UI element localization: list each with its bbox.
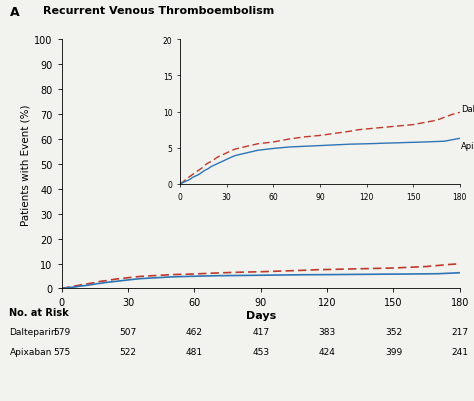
Text: 575: 575 (53, 347, 70, 356)
Text: 352: 352 (385, 327, 402, 336)
Text: 217: 217 (451, 327, 468, 336)
Text: No. at Risk: No. at Risk (9, 307, 69, 317)
Text: 462: 462 (186, 327, 203, 336)
Text: Dalteparin: Dalteparin (9, 327, 57, 336)
Text: 417: 417 (252, 327, 269, 336)
Text: Apixaban: Apixaban (461, 142, 474, 151)
Text: 579: 579 (53, 327, 70, 336)
Y-axis label: Patients with Event (%): Patients with Event (%) (20, 104, 30, 225)
Text: 453: 453 (252, 347, 269, 356)
Text: 383: 383 (319, 327, 336, 336)
Text: A: A (9, 6, 19, 19)
Text: 399: 399 (385, 347, 402, 356)
Text: Recurrent Venous Thromboembolism: Recurrent Venous Thromboembolism (43, 6, 274, 16)
Text: 507: 507 (119, 327, 137, 336)
Text: 424: 424 (319, 347, 336, 356)
Text: 241: 241 (451, 347, 468, 356)
Text: 522: 522 (119, 347, 137, 356)
Text: Apixaban: Apixaban (9, 347, 52, 356)
Text: Dalteparin: Dalteparin (461, 105, 474, 114)
Text: 481: 481 (186, 347, 203, 356)
X-axis label: Days: Days (246, 310, 276, 320)
